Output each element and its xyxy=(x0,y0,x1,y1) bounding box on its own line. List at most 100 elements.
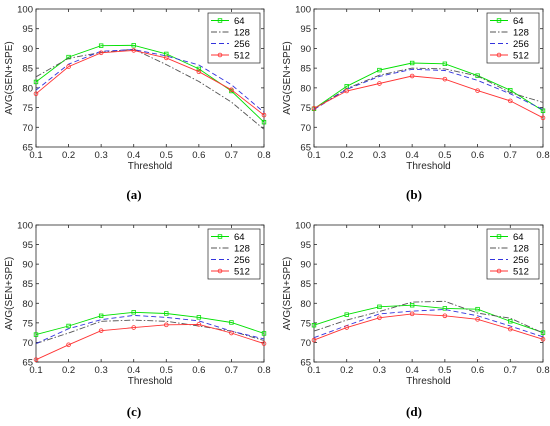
legend-marker-512 xyxy=(217,268,223,274)
y-tick-label: 80 xyxy=(300,83,311,94)
y-tick-label: 100 xyxy=(295,221,311,232)
x-tick-label: 0.1 xyxy=(307,150,320,161)
x-tick-label: 0.4 xyxy=(127,150,140,161)
x-tick-label: 0.8 xyxy=(257,365,270,376)
chart-panel-d: 0.1 0.2 0.3 0.4 0.5 0.6 0.7 0.8 65 70 75 80 85 90 95 10… xyxy=(282,221,550,420)
data-point-512 xyxy=(229,330,234,336)
y-tick-label: 100 xyxy=(17,5,33,16)
legend-label-64: 64 xyxy=(513,16,524,27)
data-point-64 xyxy=(196,66,202,72)
legend-marker-64 xyxy=(496,18,502,23)
data-point-512 xyxy=(163,322,169,328)
panel-caption: (c) xyxy=(127,404,141,419)
legend-label-256: 256 xyxy=(234,255,250,266)
x-tick-label: 0.8 xyxy=(536,365,549,376)
legend-marker-64 xyxy=(496,234,502,239)
series-line-64 xyxy=(35,44,265,123)
data-point-64 xyxy=(540,108,546,113)
y-tick-label: 95 xyxy=(300,240,311,251)
x-tick-label: 0.6 xyxy=(192,365,205,376)
x-tick-label: 0.7 xyxy=(504,365,517,376)
x-axis-label: Threshold xyxy=(406,376,450,387)
data-point-64 xyxy=(344,312,349,317)
y-tick-label: 100 xyxy=(295,5,311,16)
legend-label-128: 128 xyxy=(513,27,529,38)
x-tick-label: 0.5 xyxy=(160,365,173,376)
legend-label-128: 128 xyxy=(234,27,250,38)
x-tick-label: 0.8 xyxy=(536,150,549,161)
data-point-512 xyxy=(409,311,415,317)
data-point-512 xyxy=(475,88,480,93)
y-tick-label: 95 xyxy=(22,24,33,35)
series-line-128 xyxy=(35,319,265,345)
data-point-64 xyxy=(311,323,317,328)
x-axis-label: Threshold xyxy=(128,376,172,387)
series-line-512 xyxy=(35,49,265,116)
data-point-64 xyxy=(261,119,267,125)
data-point-64 xyxy=(98,43,104,48)
series-line-64 xyxy=(313,62,544,112)
legend-marker-512 xyxy=(217,52,223,58)
data-point-64 xyxy=(164,311,169,316)
series-line-256 xyxy=(313,309,544,339)
data-point-64 xyxy=(33,332,39,337)
series-line-128 xyxy=(35,48,265,130)
data-point-64 xyxy=(66,323,71,329)
data-point-64 xyxy=(409,60,415,66)
data-point-64 xyxy=(377,304,382,310)
x-tick-label: 0.7 xyxy=(225,150,238,161)
series-line-256 xyxy=(313,68,544,110)
data-point-64 xyxy=(508,319,513,324)
data-point-64 xyxy=(98,313,104,319)
y-tick-label: 85 xyxy=(22,64,33,75)
chart-panel-a: 0.1 0.2 0.3 0.4 0.5 0.6 0.7 0.8 65 70 75 80 85 90 95 10… xyxy=(4,5,271,203)
y-tick-label: 75 xyxy=(300,103,311,114)
x-tick-label: 0.1 xyxy=(29,150,42,161)
y-tick-label: 70 xyxy=(300,338,311,349)
x-tick-label: 0.7 xyxy=(225,365,238,376)
y-tick-label: 90 xyxy=(22,44,33,55)
x-axis-label: Threshold xyxy=(406,161,450,172)
y-tick-label: 90 xyxy=(22,260,33,271)
series-line-128 xyxy=(313,67,544,110)
data-point-512 xyxy=(377,315,382,321)
series-line-64 xyxy=(35,311,265,336)
y-tick-label: 70 xyxy=(22,338,33,349)
legend-label-256: 256 xyxy=(513,39,529,50)
chart-panel-b: 0.1 0.2 0.3 0.4 0.5 0.6 0.7 0.8 65 70 75 80 85 90 95 10… xyxy=(282,5,550,203)
data-point-512 xyxy=(98,50,104,56)
x-tick-label: 0.2 xyxy=(340,150,353,161)
data-point-64 xyxy=(131,310,136,315)
y-axis-label: AVG(SEN+SPE) xyxy=(4,41,15,114)
legend-label-256: 256 xyxy=(513,255,529,266)
y-tick-label: 80 xyxy=(22,83,33,94)
series-line-256 xyxy=(35,314,265,345)
data-point-64 xyxy=(344,84,349,89)
data-point-64 xyxy=(475,73,480,78)
y-tick-label: 75 xyxy=(22,103,33,114)
data-point-512 xyxy=(442,76,448,82)
y-tick-label: 90 xyxy=(300,44,311,55)
y-tick-label: 70 xyxy=(300,123,311,134)
data-point-512 xyxy=(196,322,202,327)
data-point-512 xyxy=(261,112,267,118)
y-tick-label: 100 xyxy=(17,221,33,232)
y-axis-label: AVG(SEN+SPE) xyxy=(282,257,293,330)
data-point-512 xyxy=(311,106,317,111)
y-tick-label: 75 xyxy=(300,318,311,329)
data-point-512 xyxy=(66,342,71,348)
y-tick-label: 65 xyxy=(22,358,33,369)
data-point-64 xyxy=(540,330,546,335)
legend-marker-512 xyxy=(496,52,502,58)
data-point-512 xyxy=(344,325,350,330)
series-line-512 xyxy=(313,75,544,119)
y-tick-label: 95 xyxy=(22,240,33,251)
x-tick-label: 0.3 xyxy=(373,150,386,161)
legend-marker-64 xyxy=(217,18,223,23)
y-tick-label: 90 xyxy=(300,260,311,271)
data-point-64 xyxy=(33,79,39,85)
legend-label-256: 256 xyxy=(234,39,250,50)
data-point-512 xyxy=(344,88,350,94)
y-tick-label: 80 xyxy=(22,299,33,310)
data-point-64 xyxy=(131,43,136,48)
